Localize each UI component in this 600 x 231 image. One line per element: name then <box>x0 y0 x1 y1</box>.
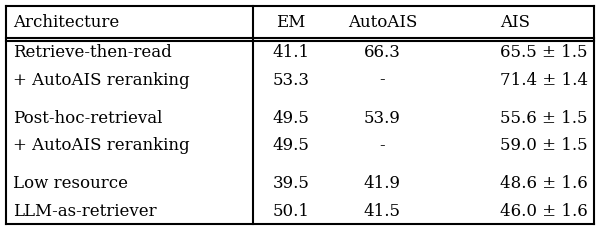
Text: LLM-as-retriever: LLM-as-retriever <box>13 202 157 219</box>
Text: Architecture: Architecture <box>13 14 119 31</box>
Text: 41.9: 41.9 <box>364 174 401 191</box>
Text: 71.4 ± 1.4: 71.4 ± 1.4 <box>500 71 588 88</box>
Text: 49.5: 49.5 <box>273 137 310 153</box>
Text: 46.0 ± 1.6: 46.0 ± 1.6 <box>500 202 588 219</box>
Text: + AutoAIS reranking: + AutoAIS reranking <box>13 137 190 153</box>
Text: 53.3: 53.3 <box>272 71 310 88</box>
Text: 59.0 ± 1.5: 59.0 ± 1.5 <box>500 137 588 153</box>
Text: + AutoAIS reranking: + AutoAIS reranking <box>13 71 190 88</box>
Text: Post-hoc-retrieval: Post-hoc-retrieval <box>13 109 163 126</box>
Text: 53.9: 53.9 <box>364 109 401 126</box>
Text: 39.5: 39.5 <box>273 174 310 191</box>
Text: AutoAIS: AutoAIS <box>347 14 417 31</box>
Text: 66.3: 66.3 <box>364 44 401 61</box>
Text: 48.6 ± 1.6: 48.6 ± 1.6 <box>500 174 588 191</box>
Text: EM: EM <box>277 14 306 31</box>
Text: 50.1: 50.1 <box>272 202 310 219</box>
Text: Retrieve-then-read: Retrieve-then-read <box>13 44 172 61</box>
Text: 65.5 ± 1.5: 65.5 ± 1.5 <box>500 44 588 61</box>
Text: 41.5: 41.5 <box>364 202 401 219</box>
Text: 41.1: 41.1 <box>272 44 310 61</box>
Text: 55.6 ± 1.5: 55.6 ± 1.5 <box>500 109 588 126</box>
Text: AIS: AIS <box>500 14 530 31</box>
Text: -: - <box>380 137 385 153</box>
Text: 49.5: 49.5 <box>273 109 310 126</box>
Text: Low resource: Low resource <box>13 174 128 191</box>
Text: -: - <box>380 71 385 88</box>
